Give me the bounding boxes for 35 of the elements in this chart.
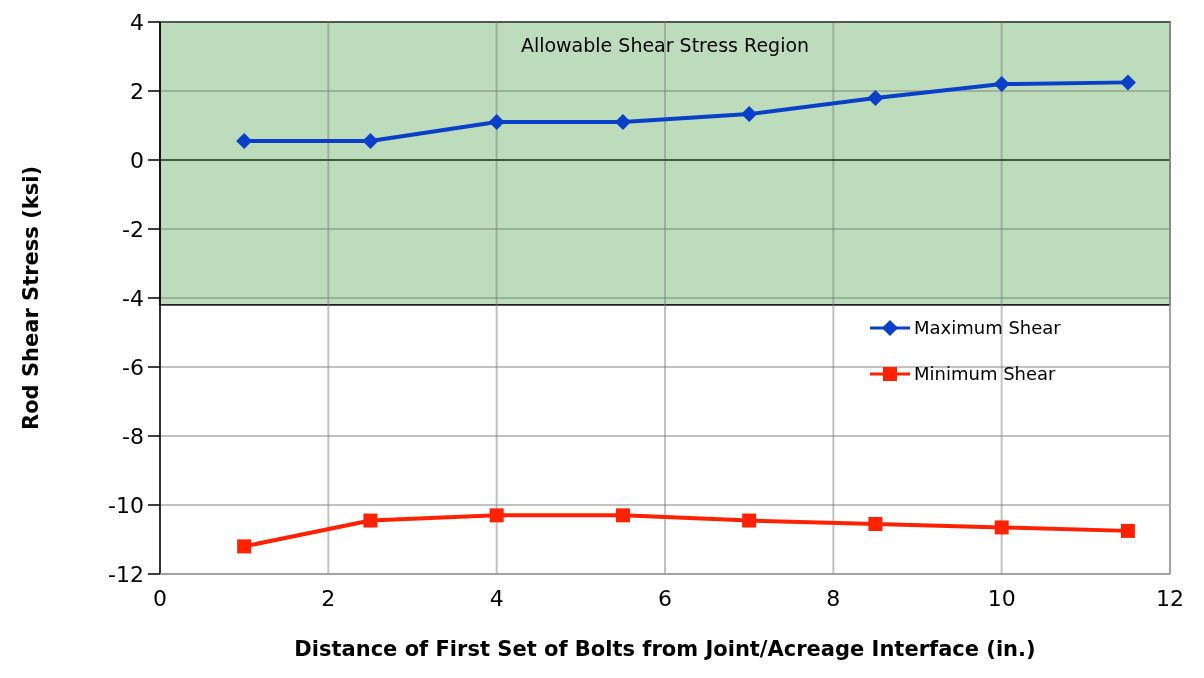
band-label: Allowable Shear Stress Region <box>520 34 810 56</box>
x-tick-label: 6 <box>658 586 672 611</box>
y-tick-label: -2 <box>122 216 144 242</box>
point <box>993 76 1010 93</box>
point <box>994 520 1009 535</box>
point <box>868 516 883 531</box>
point <box>742 513 757 528</box>
y-tick-label: -8 <box>122 423 144 449</box>
y-tick-label: -6 <box>122 354 144 380</box>
point <box>237 539 252 554</box>
x-axis-title: Distance of First Set of Bolts from Joint/Acreage Interface (in.) <box>294 637 1036 661</box>
y-tick-label: -4 <box>122 285 144 311</box>
point <box>362 133 379 150</box>
x-tick-label: 12 <box>1156 586 1184 611</box>
y-tick-label: 2 <box>130 78 144 104</box>
point <box>615 508 630 523</box>
x-tick-label: 0 <box>153 586 167 611</box>
legend-label: Minimum Shear <box>914 363 1057 385</box>
legend-label: Maximum Shear <box>914 317 1062 339</box>
y-axis-title: Rod Shear Stress (ksi) <box>19 165 43 431</box>
x-tick-label: 4 <box>489 586 504 611</box>
point <box>1119 74 1136 91</box>
point <box>867 89 884 106</box>
point <box>1120 523 1135 538</box>
point <box>741 106 758 123</box>
y-tick-label: 4 <box>130 9 144 35</box>
y-tick-label: -10 <box>108 492 144 518</box>
x-tick-label: 10 <box>987 586 1016 611</box>
x-tick-label: 2 <box>321 586 336 611</box>
y-tick-label: -12 <box>108 561 144 587</box>
point <box>363 513 378 528</box>
point <box>488 114 505 131</box>
y-tick-label: 0 <box>130 147 144 173</box>
point <box>489 508 504 523</box>
x-tick-label: 8 <box>826 586 841 611</box>
